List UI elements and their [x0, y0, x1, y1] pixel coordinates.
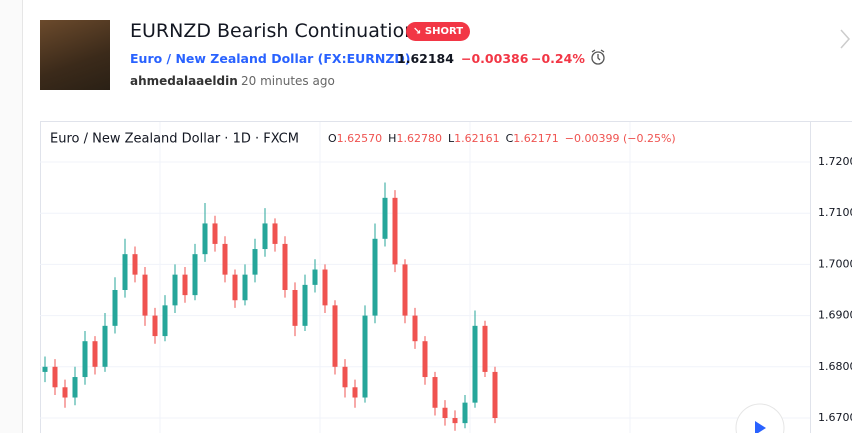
- candle-body: [422, 341, 428, 378]
- play-icon: [755, 421, 766, 433]
- alert-icon[interactable]: [589, 48, 609, 68]
- y-tick-label: 1.6900: [818, 309, 852, 322]
- candle-body: [492, 371, 498, 418]
- candle-body: [112, 290, 118, 326]
- ohlc-key: H: [388, 132, 396, 145]
- candle-body: [272, 223, 278, 244]
- candle-body: [342, 366, 348, 388]
- candle-body: [382, 197, 388, 239]
- candle-body: [92, 341, 98, 367]
- candle-body: [372, 238, 378, 316]
- candle-body: [292, 290, 298, 326]
- change: −0.00386: [461, 51, 529, 66]
- candle-body: [132, 254, 138, 275]
- ohlc-key: O: [328, 132, 337, 145]
- candle-body: [182, 274, 188, 296]
- side-strip: [0, 0, 23, 433]
- candle-body: [442, 407, 448, 418]
- y-tick-label: 1.7000: [818, 257, 852, 270]
- candle-body: [452, 418, 458, 424]
- candle-body: [222, 243, 228, 275]
- ohlc-value: 1.62780: [396, 132, 442, 145]
- symbol-link[interactable]: Euro / New Zealand Dollar (FX:EURNZD): [130, 51, 411, 66]
- candle-body: [412, 315, 418, 342]
- ohlc-key: C: [506, 132, 514, 145]
- candle-body: [212, 223, 218, 244]
- candle-body: [52, 366, 58, 388]
- y-tick-label: 1.6700: [818, 411, 852, 424]
- candle-body: [462, 402, 468, 424]
- candle-body: [152, 315, 158, 337]
- ohlc-value: 1.62171: [513, 132, 559, 145]
- candle-body: [162, 305, 168, 337]
- candle-body: [122, 254, 128, 290]
- candle-body: [252, 249, 258, 275]
- time: 20 minutes ago: [241, 74, 335, 88]
- y-tick-label: 1.7200: [818, 155, 852, 168]
- candle-body: [312, 269, 318, 285]
- candle-body: [202, 223, 208, 255]
- candle-body: [432, 377, 438, 408]
- candle-body: [472, 325, 478, 403]
- candle-body: [192, 254, 198, 296]
- candle-body: [172, 274, 178, 306]
- ohlc-value: 1.62570: [337, 132, 383, 145]
- chart-frame: [40, 121, 852, 433]
- candle-body: [352, 387, 358, 398]
- change-pct: −0.24%: [531, 51, 585, 66]
- candle-body: [262, 223, 268, 250]
- candle-body: [302, 284, 308, 326]
- play-button[interactable]: [735, 403, 785, 433]
- short-badge: ↘ SHORT: [406, 22, 471, 41]
- candle-body: [232, 274, 238, 301]
- candle-body: [72, 377, 78, 398]
- ohlc-value: 1.62161: [454, 132, 500, 145]
- candle-body: [102, 325, 108, 367]
- y-tick-label: 1.6800: [818, 360, 852, 373]
- price: 1.62184: [397, 51, 454, 66]
- idea-title[interactable]: EURNZD Bearish Continuation: [130, 20, 417, 42]
- y-tick-label: 1.7100: [818, 206, 852, 219]
- badge-text: SHORT: [424, 26, 464, 37]
- candle-body: [282, 243, 288, 290]
- candle-body: [362, 315, 368, 398]
- legend-change: −0.00399 (−0.25%): [565, 132, 676, 145]
- candle-body: [82, 341, 88, 378]
- candle-body: [482, 325, 488, 372]
- time-grid: [159, 122, 631, 433]
- candle-body: [242, 274, 248, 301]
- avatar[interactable]: [40, 20, 110, 90]
- candle-body: [332, 305, 338, 367]
- candle-body: [62, 387, 68, 398]
- author[interactable]: ahmedalaaeldin: [130, 74, 238, 88]
- ohlc-key: L: [448, 132, 455, 145]
- candle-body: [42, 366, 48, 372]
- candle-body: [142, 274, 148, 316]
- candle-body: [392, 197, 398, 265]
- ohlc-legend: O1.62570 H1.62780 L1.62161 C1.62171 −0.00399…: [328, 132, 676, 145]
- chart-title: Euro / New Zealand Dollar · 1D · FXCM: [50, 132, 299, 147]
- candle-body: [322, 269, 328, 306]
- next-arrow[interactable]: [838, 28, 852, 50]
- candle-body: [402, 264, 408, 316]
